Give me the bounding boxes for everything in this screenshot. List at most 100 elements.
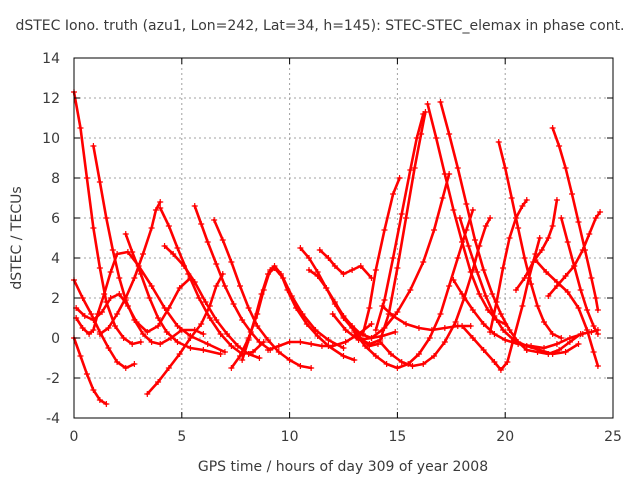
series-28-point-10 (536, 235, 543, 241)
series-1-point-6 (122, 365, 129, 371)
series-33-point-1 (521, 275, 528, 281)
series-33-point-3 (538, 247, 545, 253)
series-14-point-2 (252, 315, 259, 321)
series-6-point-1 (105, 325, 112, 331)
series-26-point-10 (454, 255, 461, 261)
series-19-point-8 (431, 227, 438, 233)
x-tick-label-0: 0 (70, 429, 79, 445)
series-28-point-4 (497, 367, 504, 373)
series-29-point-9 (553, 341, 560, 347)
series-15-point-6 (329, 343, 336, 349)
series-37-point-2 (571, 263, 578, 269)
series-38-points (523, 327, 601, 357)
series-33-point-0 (512, 287, 519, 293)
series-25-point-4 (420, 361, 427, 367)
series-14-point-8 (299, 311, 306, 317)
series-30-point-10 (562, 349, 569, 355)
series-7-point-9 (217, 351, 224, 357)
series-14-points (239, 265, 347, 363)
series-28-point-9 (532, 251, 539, 257)
series-34-point-6 (588, 275, 595, 281)
series-25-point-10 (476, 243, 483, 249)
series-1-point-4 (105, 345, 112, 351)
series-23-point-0 (424, 101, 431, 107)
series-37-point-4 (584, 307, 591, 313)
series-19-points (329, 171, 453, 343)
series-25-point-11 (482, 223, 489, 229)
series-14-point-11 (340, 345, 347, 351)
series-23-trace (426, 102, 507, 326)
series-30-point-0 (456, 215, 463, 221)
series-8-point-1 (155, 379, 162, 385)
series-1-point-5 (114, 359, 121, 365)
series-33-point-6 (553, 197, 560, 203)
series-25-point-0 (377, 339, 384, 345)
x-tick-label-2: 10 (281, 429, 299, 445)
series-31-point-7 (541, 319, 548, 325)
series-36-point-3 (564, 289, 571, 295)
series-6-point-4 (131, 275, 138, 281)
series-12-point-0 (228, 365, 235, 371)
series-34-point-0 (549, 125, 556, 131)
series-33-point-5 (549, 223, 556, 229)
series-26-point-12 (469, 207, 476, 213)
series-35-point-7 (597, 209, 604, 215)
series-14-point-6 (280, 275, 287, 281)
series-15-point-4 (308, 341, 315, 347)
series-17-point-3 (331, 299, 338, 305)
series-27-point-3 (415, 325, 422, 331)
series-0-trace (72, 90, 143, 346)
series-8-point-7 (213, 283, 220, 289)
series-19-point-1 (342, 327, 349, 333)
series-10-point-6 (224, 331, 231, 337)
series-27-point-1 (390, 313, 397, 319)
series-25-point-6 (441, 339, 448, 345)
series-34-point-2 (562, 165, 569, 171)
series-34-point-1 (556, 143, 563, 149)
series-19-point-9 (439, 195, 446, 201)
series-13-point-2 (204, 239, 211, 245)
series-3-point-7 (114, 251, 121, 257)
series-2-point-5 (103, 401, 110, 407)
series-11-point-4 (245, 305, 252, 311)
series-38-point-0 (523, 347, 530, 353)
series-22-point-5 (396, 175, 403, 181)
series-37-point-5 (590, 323, 597, 329)
series-8-point-4 (187, 335, 194, 341)
series-9-point-7 (228, 343, 235, 349)
series-8-trace (146, 272, 225, 396)
series-20-point-5 (403, 215, 410, 221)
series-33-point-4 (545, 235, 552, 241)
series-11-point-6 (265, 337, 272, 343)
series-23-point-1 (433, 135, 440, 141)
series-0-point-7 (120, 335, 127, 341)
series-5-point-4 (116, 275, 123, 281)
series-20-point-6 (411, 165, 418, 171)
series-1-point-7 (131, 361, 138, 367)
y-tick-label-9: 14 (42, 51, 60, 67)
y-tick-label-4: 4 (51, 251, 60, 267)
series-26-point-8 (437, 311, 444, 317)
series-14-point-1 (245, 337, 252, 343)
series-1-trace (72, 278, 136, 370)
series-24-point-0 (437, 99, 444, 105)
series-18-point-4 (349, 267, 356, 273)
series-4-point-3 (99, 309, 106, 315)
series-7-point-6 (174, 339, 181, 345)
series-2-points (71, 335, 110, 407)
series-27-points (379, 303, 474, 333)
series-10-point-8 (245, 351, 252, 357)
series-27-point-5 (441, 325, 448, 331)
series-6-point-2 (114, 311, 121, 317)
chart-title: dSTEC Iono. truth (azu1, Lon=242, Lat=34… (15, 18, 624, 34)
series-5-point-9 (157, 341, 164, 347)
series-13-point-8 (256, 339, 263, 345)
series-18-point-5 (357, 263, 364, 269)
series-11-point-0 (211, 217, 218, 223)
series-37-point-0 (558, 215, 565, 221)
series-38-point-6 (588, 329, 595, 335)
series-36-point-2 (553, 279, 560, 285)
series-7-point-0 (122, 231, 129, 237)
series-27-point-4 (428, 327, 435, 333)
grid-lines (74, 58, 613, 418)
